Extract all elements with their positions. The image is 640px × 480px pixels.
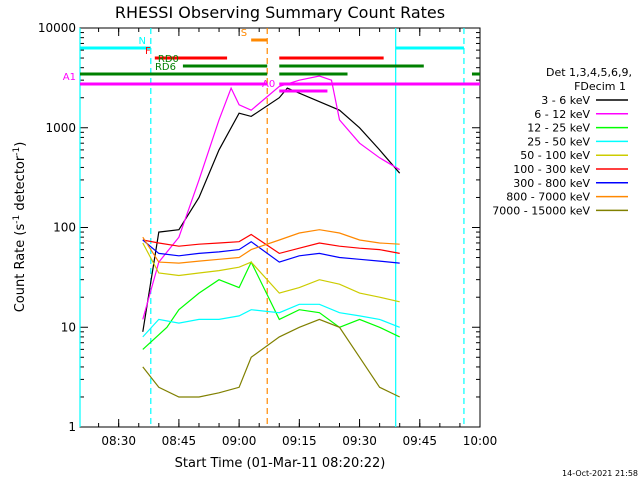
y-tick-label: 1000 [45, 121, 76, 135]
y-tick-label: 100 [53, 221, 76, 235]
state-bar-label: S [241, 28, 247, 39]
legend-label: 12 - 25 keV [527, 122, 590, 135]
legend-header-detectors: Det 1,3,4,5,6,9, [546, 66, 632, 79]
series-line [142, 233, 400, 255]
state-bar-label: RD6 [155, 62, 176, 73]
chart-title: RHESSI Observing Summary Count Rates [115, 3, 445, 22]
legend-label: 800 - 7000 keV [506, 191, 590, 204]
series-line [142, 242, 400, 303]
state-bar-label: RD0 [158, 54, 179, 65]
y-tick-label: 10000 [38, 21, 76, 35]
x-axis: 08:30 08:45 09:00 09:15 09:30 09:45 10:00 [98, 28, 498, 448]
series-line [142, 260, 400, 350]
x-tick-label: 09:30 [342, 434, 377, 448]
attenuator-time-lines [79, 28, 465, 427]
legend-label: 6 - 12 keV [534, 108, 590, 121]
series-line [142, 87, 401, 332]
series-line [142, 318, 400, 398]
y-axis: 1 10 100 1000 10000 [38, 21, 480, 434]
x-tick-label: 08:30 [101, 434, 136, 448]
x-tick-label: 10:00 [463, 434, 498, 448]
timestamp: 14-Oct-2021 21:58 [562, 469, 638, 478]
y-tick-label: 1 [68, 420, 76, 434]
legend-header-fdecim: FDecim 1 [574, 80, 626, 93]
legend-label: 50 - 100 keV [520, 149, 590, 162]
legend-label: 7000 - 15000 keV [492, 204, 590, 217]
legend-label: 300 - 800 keV [513, 177, 590, 190]
series-lines [142, 75, 401, 398]
state-bar-label: F [145, 46, 151, 57]
series-line [142, 229, 400, 264]
state-bar-label: N [139, 36, 146, 47]
series-line [142, 303, 400, 338]
x-tick-label: 09:15 [282, 434, 317, 448]
legend-label: 3 - 6 keV [541, 94, 590, 107]
y-axis-label: Count Rate (s-1 detector-1) [12, 142, 28, 313]
y-tick-label: 10 [61, 320, 76, 334]
x-tick-label: 09:45 [402, 434, 437, 448]
series-line [142, 75, 401, 320]
series-line [142, 239, 400, 264]
legend-label: 25 - 50 keV [527, 135, 590, 148]
state-bar-label: A0 [262, 79, 275, 90]
x-tick-label: 08:45 [162, 434, 197, 448]
x-tick-label: 09:00 [222, 434, 257, 448]
legend-label: 100 - 300 keV [513, 163, 590, 176]
state-bar-label: A1 [63, 72, 76, 83]
x-axis-label: Start Time (01-Mar-11 08:20:22) [175, 456, 386, 471]
